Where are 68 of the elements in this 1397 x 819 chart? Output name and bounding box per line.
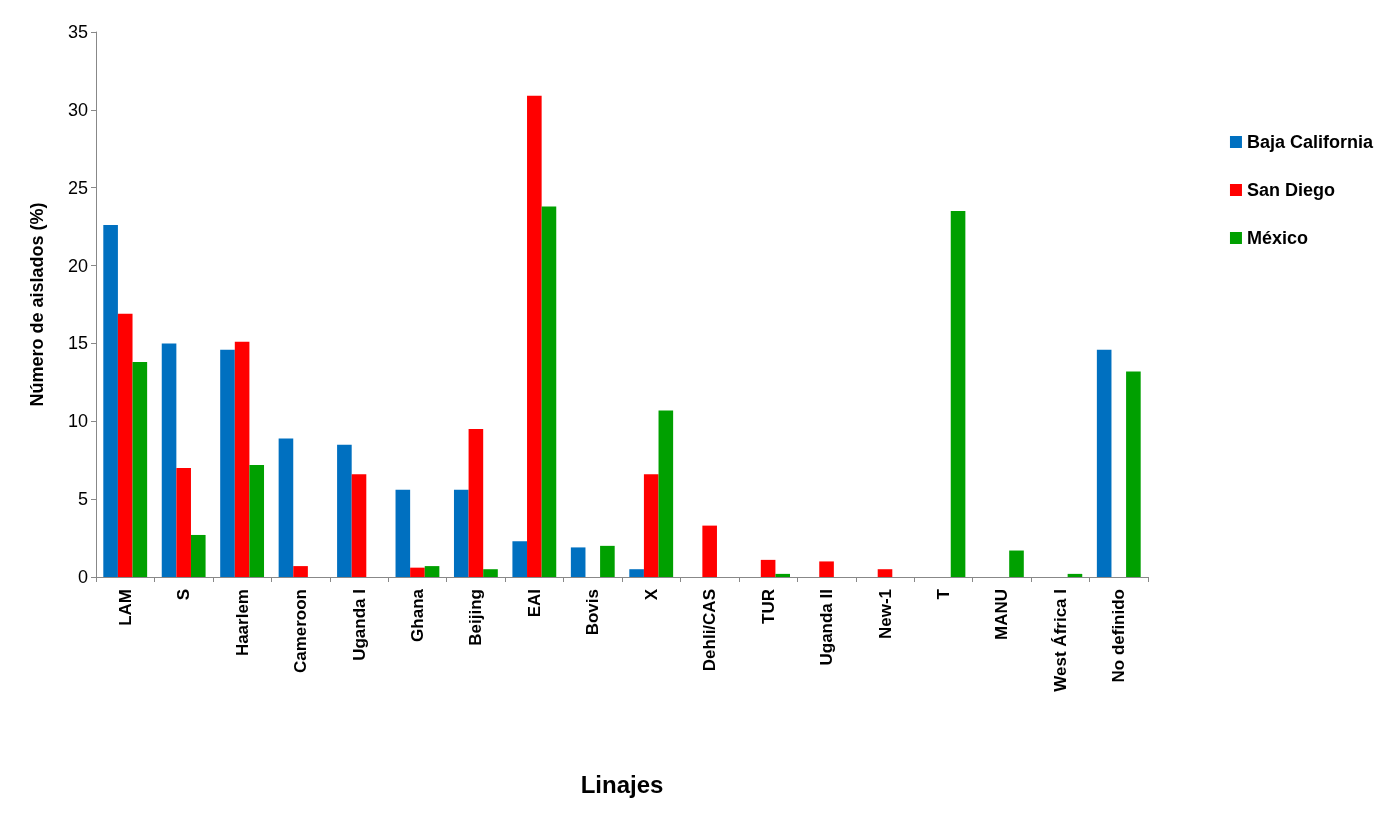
y-tick-label: 25: [67, 177, 88, 198]
x-tick-label: West África I: [1050, 589, 1070, 692]
bar: [760, 559, 776, 577]
bar: [702, 525, 717, 577]
x-tick-label: X: [641, 588, 661, 601]
x-tick-label: Dehli/CAS: [700, 589, 720, 672]
bar: [819, 561, 834, 577]
bar: [1096, 349, 1112, 577]
bar: [629, 569, 644, 577]
bar: [541, 206, 557, 577]
bar: [176, 468, 191, 577]
y-tick-label: 20: [67, 255, 88, 276]
x-tick-label: Cameroon: [291, 589, 311, 674]
legend-label: Baja California: [1246, 132, 1374, 152]
x-tick-label: Bovis: [583, 589, 603, 636]
x-tick-label: New-1: [875, 589, 895, 640]
bar: [132, 362, 148, 577]
bar: [527, 95, 542, 577]
y-tick-label: 35: [67, 22, 88, 42]
bar: [103, 225, 118, 577]
y-tick-label: 15: [67, 333, 88, 354]
y-axis-title: Número de aislados (%): [27, 202, 47, 407]
bar: [424, 566, 440, 577]
bar: [658, 410, 674, 577]
x-axis-title: Linajes: [580, 770, 664, 798]
legend-label: San Diego: [1246, 180, 1335, 200]
y-tick-label: 5: [77, 489, 88, 510]
bar: [775, 573, 791, 577]
bar: [249, 464, 265, 577]
bar: [877, 569, 893, 577]
bar: [453, 489, 469, 577]
x-tick-label: EAI: [524, 589, 544, 618]
bar: [161, 343, 177, 577]
bar: [643, 474, 659, 577]
bar: [600, 545, 615, 577]
x-tick-label: Haarlem: [232, 589, 252, 657]
bar: [117, 313, 133, 577]
x-tick-label: Uganda I: [349, 589, 369, 661]
x-tick-label: No definido: [1109, 589, 1129, 683]
legend-label: México: [1246, 228, 1308, 248]
x-tick-label: S: [174, 589, 194, 601]
bar: [1067, 573, 1083, 577]
bar: [337, 444, 352, 577]
bar: [1009, 550, 1024, 577]
bar: [468, 429, 484, 577]
x-tick-label: LAM: [115, 589, 135, 626]
bar: [234, 341, 250, 577]
bar: [410, 567, 425, 577]
y-tick-label: 10: [67, 411, 88, 432]
x-tick-label: Uganda II: [817, 589, 837, 666]
x-tick-label: MANU: [992, 589, 1012, 640]
bar: [293, 566, 308, 577]
bar: [395, 489, 411, 577]
bar: [278, 438, 294, 577]
bar: [950, 211, 966, 577]
y-tick-label: 30: [67, 99, 88, 120]
x-tick-label: Beijing: [466, 589, 486, 646]
bar: [483, 569, 498, 577]
bar: [351, 474, 367, 577]
x-tick-label: Ghana: [407, 588, 427, 642]
y-tick-label: 0: [77, 567, 88, 587]
bar: [220, 349, 235, 577]
bar: [570, 547, 586, 577]
x-tick-label: TUR: [758, 589, 778, 624]
bar: [1126, 371, 1141, 577]
bar: [512, 541, 528, 577]
x-tick-label: T: [933, 588, 953, 600]
bar: [190, 534, 206, 577]
